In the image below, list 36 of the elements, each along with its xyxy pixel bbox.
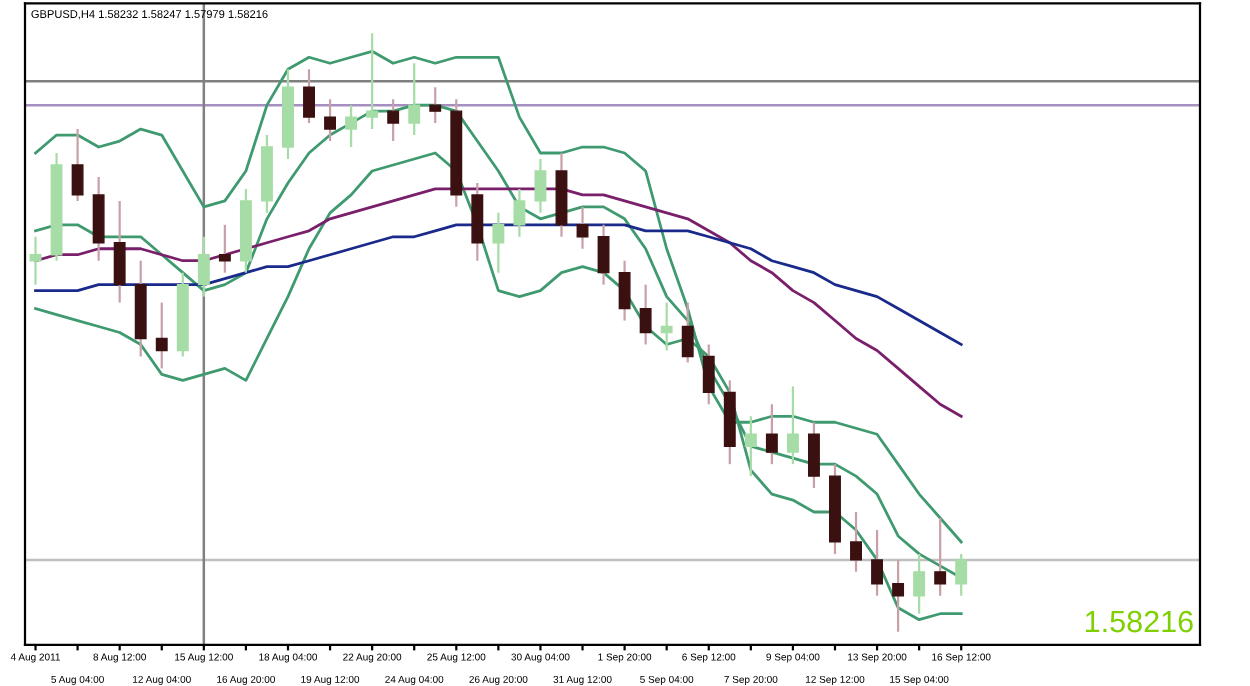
candlestick [576, 205, 589, 250]
candlestick [513, 187, 526, 238]
candlestick [850, 510, 862, 573]
candlestick [345, 104, 358, 149]
candlestick [387, 98, 400, 143]
candlestick [597, 223, 610, 286]
candlestick [471, 181, 484, 262]
candlestick [871, 528, 884, 597]
candlestick [29, 235, 42, 286]
candlestick [639, 283, 652, 346]
text: 1.58216 [1086, 610, 1193, 633]
candlestick [492, 211, 505, 274]
candlestick [702, 343, 715, 406]
candlestick [807, 421, 820, 490]
candlestick [113, 199, 126, 304]
candlestick [765, 403, 778, 466]
candlestick [660, 301, 673, 352]
candlestick [92, 175, 105, 262]
candlestick [429, 86, 442, 125]
candlestick [681, 301, 694, 364]
candlestick [955, 552, 968, 597]
candlestick [744, 415, 757, 478]
candlestick [366, 32, 379, 131]
candlestick [618, 259, 631, 322]
candlestick [324, 98, 337, 143]
candlestick [408, 62, 421, 137]
candlestick [218, 223, 231, 274]
candlestick [155, 301, 168, 370]
candlestick [303, 68, 315, 125]
candlestick [913, 552, 926, 615]
candlestick [892, 558, 905, 633]
candlestick [786, 385, 799, 466]
candlestick [934, 516, 947, 597]
candlestick [197, 235, 210, 298]
candlestick [71, 127, 84, 202]
candlestick [534, 157, 547, 214]
